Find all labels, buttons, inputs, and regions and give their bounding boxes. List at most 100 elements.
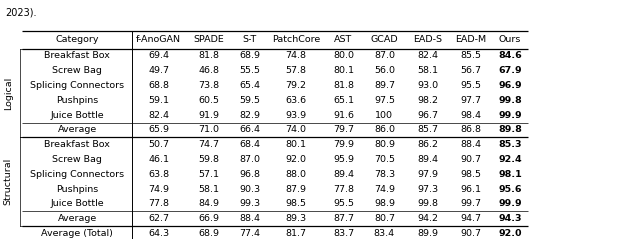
Text: 80.1: 80.1	[285, 140, 307, 149]
Text: 96.8: 96.8	[239, 170, 260, 179]
Text: 99.9: 99.9	[498, 111, 522, 120]
Text: Breakfast Box: Breakfast Box	[44, 140, 110, 149]
Text: 59.5: 59.5	[239, 96, 260, 105]
Text: 56.7: 56.7	[460, 66, 481, 75]
Text: AST: AST	[334, 35, 353, 44]
Text: 68.8: 68.8	[148, 81, 169, 90]
Text: 99.7: 99.7	[460, 199, 481, 208]
Text: 95.5: 95.5	[333, 199, 354, 208]
Text: 94.3: 94.3	[499, 214, 522, 223]
Text: 98.2: 98.2	[417, 96, 438, 105]
Text: 90.7: 90.7	[460, 229, 481, 238]
Text: PatchCore: PatchCore	[271, 35, 320, 44]
Text: Screw Bag: Screw Bag	[52, 66, 102, 75]
Text: 92.0: 92.0	[285, 155, 307, 164]
Text: 64.3: 64.3	[148, 229, 170, 238]
Text: 82.4: 82.4	[417, 51, 438, 60]
Text: 80.9: 80.9	[374, 140, 395, 149]
Text: 86.8: 86.8	[460, 125, 481, 134]
Text: 89.9: 89.9	[417, 229, 438, 238]
Text: 63.6: 63.6	[285, 96, 307, 105]
Text: Splicing Connectors: Splicing Connectors	[30, 170, 124, 179]
Text: Average: Average	[58, 125, 97, 134]
Text: 94.7: 94.7	[460, 214, 481, 223]
Text: 60.5: 60.5	[198, 96, 220, 105]
Text: 85.3: 85.3	[499, 140, 522, 149]
Text: 90.3: 90.3	[239, 185, 260, 194]
Text: 57.1: 57.1	[198, 170, 220, 179]
Text: SPADE: SPADE	[193, 35, 225, 44]
Text: 90.7: 90.7	[460, 155, 481, 164]
Text: 46.8: 46.8	[198, 66, 220, 75]
Text: 97.9: 97.9	[417, 170, 438, 179]
Text: 77.8: 77.8	[333, 185, 354, 194]
Text: 87.7: 87.7	[333, 214, 354, 223]
Text: 89.7: 89.7	[374, 81, 395, 90]
Text: 81.7: 81.7	[285, 229, 307, 238]
Text: 83.4: 83.4	[374, 229, 395, 238]
Text: 74.8: 74.8	[285, 51, 307, 60]
Text: 99.8: 99.8	[417, 199, 438, 208]
Text: 88.4: 88.4	[460, 140, 481, 149]
Text: Logical: Logical	[4, 76, 13, 109]
Text: 88.4: 88.4	[239, 214, 260, 223]
Text: Ours: Ours	[499, 35, 521, 44]
Text: 99.9: 99.9	[498, 199, 522, 208]
Text: 96.7: 96.7	[417, 111, 438, 120]
Text: Screw Bag: Screw Bag	[52, 155, 102, 164]
Text: 73.8: 73.8	[198, 81, 220, 90]
Text: 91.6: 91.6	[333, 111, 354, 120]
Text: 79.7: 79.7	[333, 125, 354, 134]
Text: S-T: S-T	[243, 35, 257, 44]
Text: 95.6: 95.6	[499, 185, 522, 194]
Text: 58.1: 58.1	[417, 66, 438, 75]
Text: 98.9: 98.9	[374, 199, 395, 208]
Text: 74.7: 74.7	[198, 140, 220, 149]
Text: 93.9: 93.9	[285, 111, 307, 120]
Text: 85.7: 85.7	[417, 125, 438, 134]
Text: 82.4: 82.4	[148, 111, 169, 120]
Text: 80.7: 80.7	[374, 214, 395, 223]
Text: 88.0: 88.0	[285, 170, 307, 179]
Text: 79.9: 79.9	[333, 140, 354, 149]
Text: Structural: Structural	[4, 158, 13, 205]
Text: Category: Category	[56, 35, 99, 44]
Text: 99.3: 99.3	[239, 199, 260, 208]
Text: 89.8: 89.8	[498, 125, 522, 134]
Text: 86.0: 86.0	[374, 125, 395, 134]
Text: 87.0: 87.0	[374, 51, 395, 60]
Text: 70.5: 70.5	[374, 155, 395, 164]
Text: 56.0: 56.0	[374, 66, 395, 75]
Text: 98.5: 98.5	[285, 199, 307, 208]
Text: 92.0: 92.0	[499, 229, 522, 238]
Text: Breakfast Box: Breakfast Box	[44, 51, 110, 60]
Text: 74.9: 74.9	[148, 185, 169, 194]
Text: 93.0: 93.0	[417, 81, 438, 90]
Text: 57.8: 57.8	[285, 66, 307, 75]
Text: 67.9: 67.9	[498, 66, 522, 75]
Text: 81.8: 81.8	[198, 51, 220, 60]
Text: 100: 100	[376, 111, 394, 120]
Text: Juice Bottle: Juice Bottle	[51, 199, 104, 208]
Text: 89.4: 89.4	[333, 170, 354, 179]
Text: 2023).: 2023).	[5, 7, 36, 17]
Text: 83.7: 83.7	[333, 229, 354, 238]
Text: 87.9: 87.9	[285, 185, 307, 194]
Text: 87.0: 87.0	[239, 155, 260, 164]
Text: 77.4: 77.4	[239, 229, 260, 238]
Text: f-AnoGAN: f-AnoGAN	[136, 35, 181, 44]
Text: 65.9: 65.9	[148, 125, 169, 134]
Text: Pushpins: Pushpins	[56, 96, 99, 105]
Text: Splicing Connectors: Splicing Connectors	[30, 81, 124, 90]
Text: 66.9: 66.9	[198, 214, 220, 223]
Text: 97.7: 97.7	[460, 96, 481, 105]
Text: 98.5: 98.5	[460, 170, 481, 179]
Text: EAD-S: EAD-S	[413, 35, 442, 44]
Text: 89.3: 89.3	[285, 214, 307, 223]
Text: 84.9: 84.9	[198, 199, 220, 208]
Text: 94.2: 94.2	[417, 214, 438, 223]
Text: 79.2: 79.2	[285, 81, 307, 90]
Text: 96.9: 96.9	[498, 81, 522, 90]
Text: 74.0: 74.0	[285, 125, 307, 134]
Text: 89.4: 89.4	[417, 155, 438, 164]
